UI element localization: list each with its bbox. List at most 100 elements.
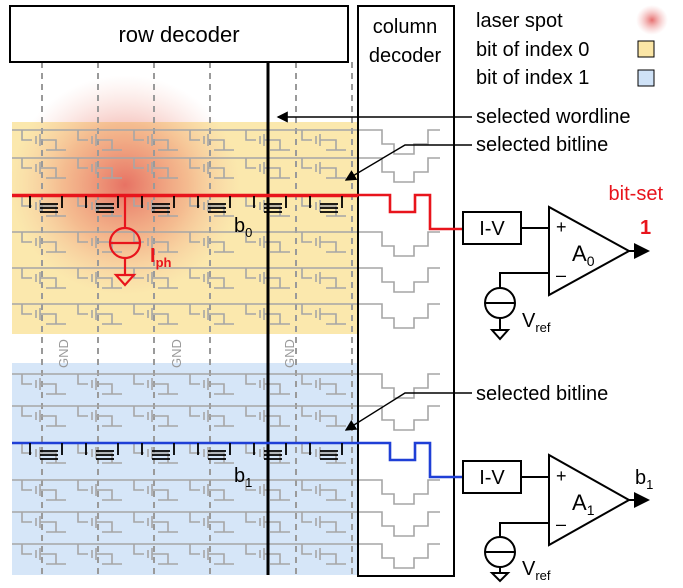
memory-cell xyxy=(189,196,234,217)
bitline-callout-arrow-bottom xyxy=(344,392,472,431)
selected-cell-mark xyxy=(141,443,175,460)
amplifier-a0 xyxy=(548,205,632,297)
memory-cell xyxy=(189,443,234,464)
memory-cell xyxy=(245,158,290,179)
memory-cell xyxy=(189,480,234,501)
memory-cell xyxy=(245,130,290,151)
selected-cell-mark xyxy=(29,443,63,460)
column-switch xyxy=(358,405,440,431)
selected-cell-mark xyxy=(253,196,287,213)
selected-bitline-red xyxy=(12,193,463,231)
memory-cell xyxy=(301,480,346,501)
gnd-label-1: GND xyxy=(56,339,71,368)
photocurrent-label: Iph xyxy=(150,245,172,270)
bit-label-b0: b0 xyxy=(234,215,252,240)
a1-plus: + xyxy=(556,466,567,486)
gnd-label-3: GND xyxy=(282,339,297,368)
memory-cell-grid xyxy=(12,129,358,565)
memory-cell xyxy=(77,443,122,464)
column-decoder-label-2: decoder xyxy=(369,45,442,67)
memory-cell xyxy=(189,544,234,565)
column-switch xyxy=(358,231,440,257)
memory-cell xyxy=(189,374,234,395)
memory-cell xyxy=(189,304,234,325)
iv-label-top: I-V xyxy=(479,218,505,240)
a1-label: A1 xyxy=(572,490,595,518)
memory-cell xyxy=(77,512,122,533)
memory-cell xyxy=(133,158,178,179)
memory-cell xyxy=(133,196,178,217)
memory-cell xyxy=(189,130,234,151)
selected-cell-mark xyxy=(253,443,287,460)
memory-cell xyxy=(301,158,346,179)
memory-cell xyxy=(133,130,178,151)
memory-cell xyxy=(133,374,178,395)
column-switch xyxy=(358,303,440,329)
memory-cell xyxy=(245,232,290,253)
selected-cell-mark xyxy=(29,196,63,213)
memory-cell xyxy=(189,268,234,289)
memory-cell xyxy=(133,544,178,565)
column-switch xyxy=(358,479,440,505)
amplifier-a1 xyxy=(548,453,632,547)
memory-cell xyxy=(77,304,122,325)
memory-cell xyxy=(189,406,234,427)
memory-cell xyxy=(21,304,66,325)
selected-cell-mark xyxy=(309,443,343,460)
memory-cell xyxy=(301,130,346,151)
selected-cell-mark xyxy=(197,443,231,460)
selected-cell-mark xyxy=(141,196,175,213)
memory-cell xyxy=(21,512,66,533)
memory-cell xyxy=(77,130,122,151)
bit-label-b1: b1 xyxy=(234,465,252,490)
laser-spot-swatch xyxy=(636,5,668,35)
column-switch xyxy=(358,373,440,399)
memory-cell xyxy=(301,374,346,395)
row-decoder-label: row decoder xyxy=(118,22,239,47)
memory-cell xyxy=(21,480,66,501)
memory-cell xyxy=(245,480,290,501)
memory-cell xyxy=(21,196,66,217)
callout-selected-wordline: selected wordline xyxy=(476,106,631,128)
memory-cell xyxy=(189,158,234,179)
iv-label-bottom: I-V xyxy=(479,467,505,489)
memory-cell xyxy=(245,268,290,289)
memory-cell xyxy=(77,406,122,427)
memory-cell xyxy=(21,374,66,395)
memory-cell xyxy=(301,268,346,289)
memory-cell xyxy=(133,480,178,501)
column-decoder-wiring xyxy=(358,129,440,569)
memory-cell xyxy=(301,232,346,253)
row-decoder-box xyxy=(9,5,349,63)
selected-cell-mark xyxy=(197,196,231,213)
column-switch xyxy=(358,511,440,537)
column-decoder-box xyxy=(357,5,455,577)
memory-cell xyxy=(77,158,122,179)
a0-plus: + xyxy=(556,217,567,237)
legend-laser-spot: laser spot xyxy=(476,10,563,32)
memory-cell xyxy=(301,512,346,533)
output-bottom-label: b1 xyxy=(635,467,653,492)
index1-region xyxy=(12,363,358,575)
selected-cell-marks xyxy=(29,196,343,460)
memory-cell xyxy=(133,443,178,464)
photocurrent-source xyxy=(108,196,142,287)
gnd-label-2: GND xyxy=(169,339,184,368)
selected-bitline-blue xyxy=(12,441,463,479)
callout-selected-bitline-top: selected bitline xyxy=(476,134,608,156)
memory-cell xyxy=(301,196,346,217)
memory-cell xyxy=(133,268,178,289)
memory-cell xyxy=(21,443,66,464)
memory-cell xyxy=(77,196,122,217)
memory-cell xyxy=(21,158,66,179)
memory-cell xyxy=(133,512,178,533)
memory-cell xyxy=(245,374,290,395)
callout-selected-bitline-bottom: selected bitline xyxy=(476,383,608,405)
memory-cell xyxy=(189,232,234,253)
vref-label-top: Vref xyxy=(522,310,551,335)
selected-cell-mark xyxy=(85,443,119,460)
memory-cell xyxy=(301,406,346,427)
index0-swatch xyxy=(637,40,655,58)
